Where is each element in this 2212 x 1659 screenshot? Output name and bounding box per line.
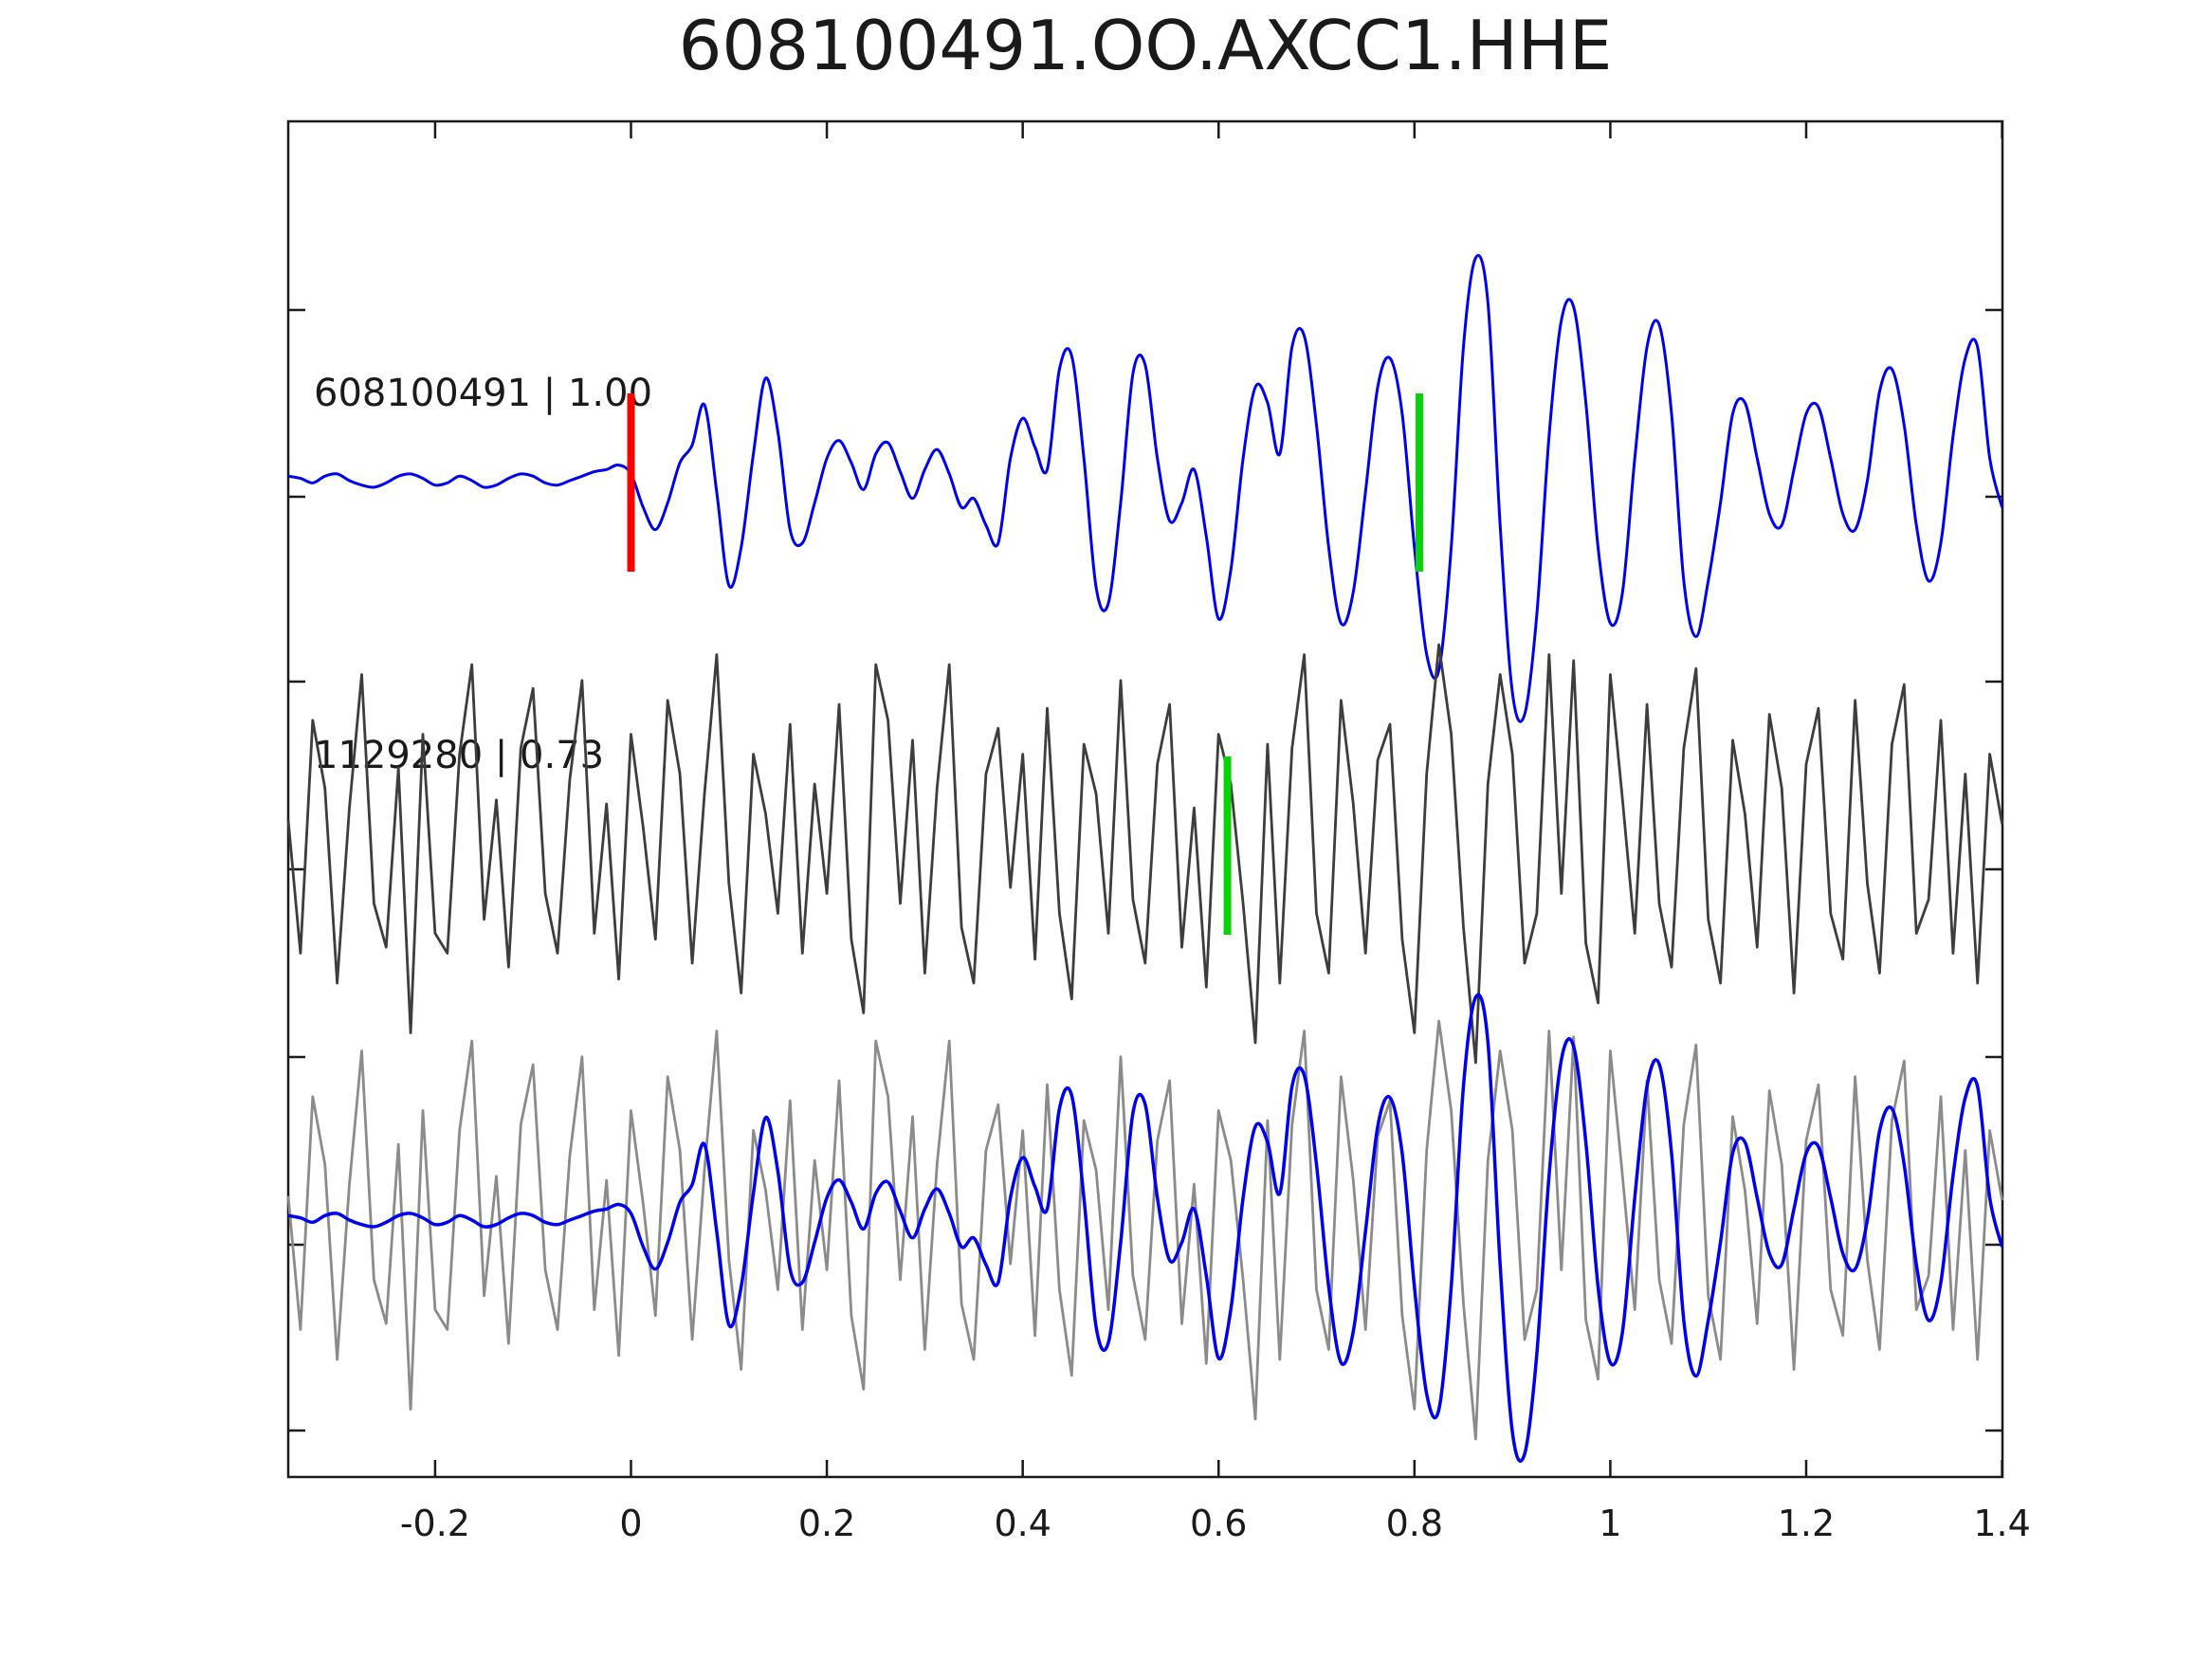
template-trace-label: 608100491 | 1.00 (314, 372, 653, 415)
chart-title: 608100491.OO.AXCC1.HHE (678, 6, 1613, 85)
pick-marker (1223, 757, 1232, 935)
x-tick-label: 1.2 (1778, 1503, 1835, 1544)
x-tick-label: 0.8 (1386, 1503, 1443, 1544)
x-tick-label: 1 (1599, 1503, 1621, 1544)
template-start-marker (627, 393, 635, 572)
x-tick-label: 0 (619, 1503, 642, 1544)
detection-trace (286, 643, 2003, 1065)
x-tick-label: 0.6 (1190, 1503, 1247, 1544)
x-tick-label: 0.2 (798, 1503, 855, 1544)
pick-marker (1415, 393, 1423, 572)
overlay-template-trace (287, 993, 2004, 1463)
x-tick-label: 0.4 (994, 1503, 1051, 1544)
axes-box (286, 119, 2004, 1479)
template-trace (287, 253, 2004, 723)
x-tick-label: 1.4 (1973, 1503, 2030, 1544)
overlay-detection-trace (286, 1019, 2003, 1441)
x-tick-label: -0.2 (400, 1503, 470, 1544)
